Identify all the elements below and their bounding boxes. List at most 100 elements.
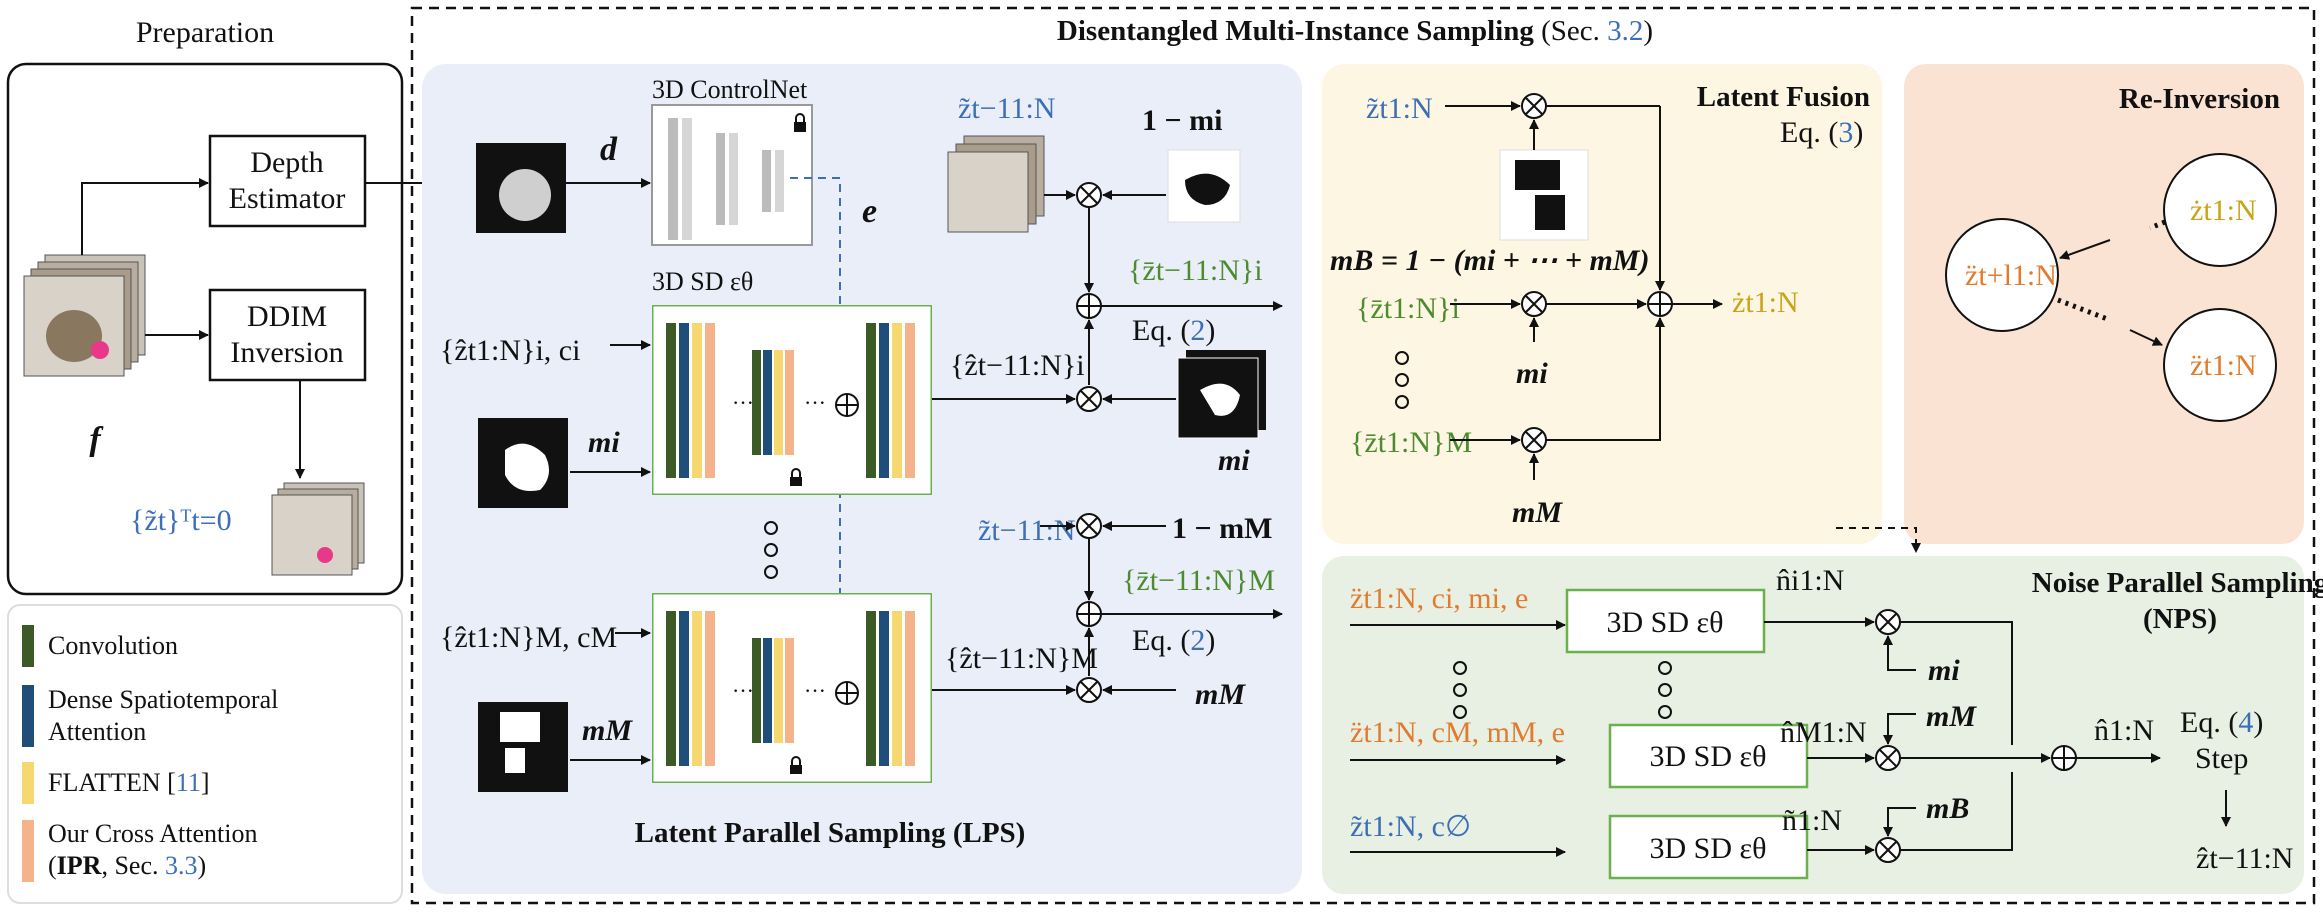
latent-fusion-title: Latent Fusion — [1697, 81, 1870, 113]
reinversion-bottom: z̈t1:N — [2190, 349, 2257, 382]
ddim-inversion-line1: DDIM — [247, 300, 327, 333]
mi-label-right: mi — [1218, 444, 1250, 477]
inverted-latent-frames — [271, 482, 365, 576]
nps-add — [2051, 745, 2077, 771]
nps-sd-box-i — [1565, 588, 1766, 654]
nps-mb-label: mB — [1926, 792, 1969, 825]
nps-sd-box-null — [1608, 814, 1809, 880]
nps-eq: Eq. (4) — [2180, 706, 2263, 739]
depth-estimator-line1: Depth — [250, 146, 323, 179]
add-op-1 — [1076, 293, 1102, 319]
legend-box — [7, 604, 403, 904]
legend-swatch-attention — [22, 685, 34, 747]
nps-nout-label: n̂1:N — [2094, 714, 2154, 747]
nps-panel: Noise Parallel Sampling (NPS) z̈t1:N, ci… — [1322, 556, 2323, 894]
legend-convolution: Convolution — [48, 631, 178, 660]
add-op-2 — [1076, 601, 1102, 627]
legend-swatch-flatten — [22, 762, 34, 804]
nps-nnull-label: ñ1:N — [1782, 804, 1842, 837]
mm-label-right: mM — [1195, 678, 1246, 711]
latent-fusion-eq: Eq. (3) — [1780, 116, 1863, 149]
fused-i-label: {z̄t−11:N}i — [1128, 254, 1263, 287]
legend-swatch-convolution — [22, 625, 34, 667]
inverted-latents-label: {z̃t}ᵀt=0 — [130, 504, 232, 537]
inv-prev-label: z̃t−11:N — [958, 92, 1055, 125]
nps-multiply-i — [1875, 609, 1901, 635]
lf-add — [1647, 291, 1673, 317]
video-frames — [23, 254, 146, 377]
depth-estimator-box — [208, 134, 367, 228]
reinversion-left: z̈t+l1:N — [1965, 259, 2057, 292]
out-m-label: {ẑt−11:N}M — [945, 642, 1098, 675]
lf-mi-label: mi — [1516, 357, 1548, 390]
depth-label: d — [600, 131, 618, 168]
nps-sd-label-m: 3D SD εθ — [1650, 740, 1767, 773]
input-m-label: {ẑt1:N}M, cM — [440, 621, 617, 654]
out-i-label: {ẑt−11:N}i — [950, 349, 1085, 382]
nps-title-line1: Noise Parallel Sampling — [2032, 567, 2323, 599]
mb-equation: mB = 1 − (mi + ⋯ + mM) — [1330, 244, 1649, 277]
frames-label: f — [89, 421, 104, 458]
reinversion-title: Re-Inversion — [2119, 83, 2280, 115]
lps-eq-2: Eq. (2) — [1132, 624, 1215, 657]
nps-nm-label: n̂M1:N — [1780, 716, 1867, 749]
nps-mi-label: mi — [1928, 654, 1960, 687]
control-signal-label: e — [862, 193, 877, 230]
lf-multiply-i — [1521, 291, 1547, 317]
nps-title-line2: (NPS) — [2143, 603, 2217, 635]
fused-m-label: {z̄t−11:N}M — [1122, 564, 1275, 597]
reinversion-top: żt1:N — [2190, 194, 2257, 227]
preparation-section: Preparation f Depth Estimator DDIM Inver… — [6, 16, 471, 596]
lps-eq-1: Eq. (2) — [1132, 314, 1215, 347]
legend-swatch-cross-attention — [22, 820, 34, 882]
lf-mm-label: mM — [1512, 496, 1563, 529]
lps-sd-label: 3D SD εθ — [652, 267, 753, 296]
lf-inv-label: z̃t1:N — [1366, 92, 1433, 125]
nps-multiply-m — [1875, 745, 1901, 771]
nps-step-label: Step — [2195, 742, 2248, 775]
lf-multiply-top — [1521, 93, 1547, 119]
nps-input-m: z̈t1:N, cM, mM, e — [1350, 716, 1565, 749]
nps-input-i: z̈t1:N, ci, mi, e — [1350, 582, 1528, 615]
nps-ni-label: n̂i1:N — [1776, 564, 1844, 597]
unet-instance-m — [652, 593, 932, 783]
legend-attention-line2: Attention — [48, 717, 146, 746]
nps-input-null: z̃t1:N, c∅ — [1350, 810, 1471, 843]
legend-cross-attention-line1: Our Cross Attention — [48, 819, 257, 848]
lps-panel: Latent Parallel Sampling (LPS) d 3D Cont… — [422, 64, 1302, 894]
nps-multiply-null — [1875, 837, 1901, 863]
ddim-inversion-box — [208, 288, 367, 382]
nps-sd-label-i: 3D SD εθ — [1607, 606, 1724, 639]
legend-attention-line1: Dense Spatiotemporal — [48, 685, 278, 714]
mask-m-label: mM — [582, 714, 633, 747]
lf-zi-label: {z̄t1:N}i — [1356, 292, 1460, 325]
legend-cross-attention-line2: (IPR, Sec. 3.3) — [48, 851, 206, 880]
legend-flatten: FLATTEN [11] — [48, 768, 210, 797]
unet-instance-i — [652, 305, 932, 495]
reinversion-panel: Re-Inversion żt1:N z̈t+l1:N z̈t1:N — [1836, 64, 2304, 553]
multiply-op-2 — [1076, 386, 1102, 412]
controlnet-label: 3D ControlNet — [652, 75, 808, 104]
one-minus-mi-label: 1 − mi — [1142, 104, 1222, 137]
lf-out-label: żt1:N — [1732, 286, 1799, 319]
lf-multiply-m — [1521, 427, 1547, 453]
nps-out-label: ẑt−11:N — [2196, 842, 2293, 875]
input-i-label: {ẑt1:N}i, ci — [440, 334, 580, 367]
legend: Convolution Dense Spatiotemporal Attenti… — [7, 604, 403, 904]
lps-title: Latent Parallel Sampling (LPS) — [635, 817, 1026, 849]
dmis-frame — [410, 6, 2316, 905]
nps-sd-label-null: 3D SD εθ — [1650, 832, 1767, 865]
latent-fusion-panel: Latent Fusion Eq. (3) z̃t1:N mB = 1 − (m… — [1322, 64, 1882, 544]
multiply-op-4 — [1076, 677, 1102, 703]
mask-i-label: mi — [588, 426, 620, 459]
dmis-title: Disentangled Multi-Instance Sampling (Se… — [1057, 15, 1653, 47]
depth-estimator-line2: Estimator — [229, 182, 346, 215]
multiply-op-1 — [1076, 182, 1102, 208]
inv-prev-label-m: z̃t−11:N — [978, 514, 1075, 547]
lf-zm-label: {z̄t1:N}M — [1350, 426, 1472, 459]
multiply-op-3 — [1076, 513, 1102, 539]
nps-sd-box-m — [1608, 723, 1809, 789]
nps-mm-label: mM — [1926, 700, 1977, 733]
preparation-title: Preparation — [136, 16, 274, 49]
